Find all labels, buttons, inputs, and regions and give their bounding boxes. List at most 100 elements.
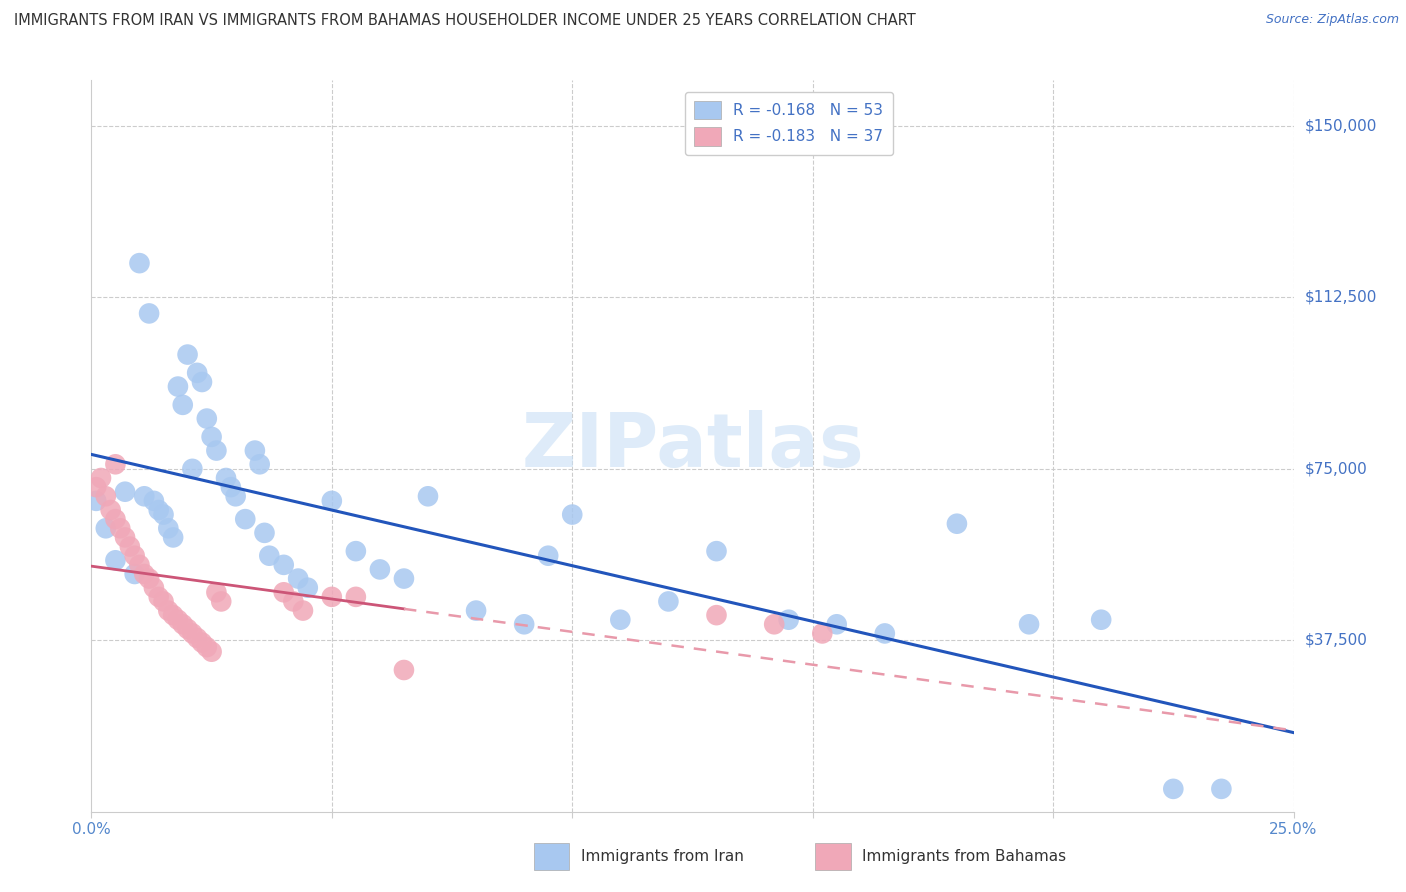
Point: [162, 530, 184, 544]
Point: [392, 572, 415, 586]
Point: [225, 489, 247, 503]
Point: [778, 613, 800, 627]
Point: [706, 544, 728, 558]
Point: [706, 608, 728, 623]
Point: [138, 572, 160, 586]
Point: [134, 489, 156, 503]
Point: [172, 398, 194, 412]
Point: [215, 471, 238, 485]
Text: $75,000: $75,000: [1305, 461, 1368, 476]
Point: [1211, 781, 1233, 796]
Point: [209, 594, 232, 608]
Point: [321, 590, 343, 604]
Point: [561, 508, 583, 522]
Point: [1161, 781, 1184, 796]
Point: [811, 626, 834, 640]
Legend: R = -0.168   N = 53, R = -0.183   N = 37: R = -0.168 N = 53, R = -0.183 N = 37: [685, 92, 893, 155]
Point: [94, 521, 117, 535]
Point: [157, 603, 180, 617]
Point: [110, 521, 132, 535]
Point: [368, 562, 391, 576]
Point: [104, 457, 127, 471]
Point: [152, 508, 174, 522]
Point: [142, 493, 165, 508]
Point: [297, 581, 319, 595]
Point: [205, 585, 228, 599]
Point: [157, 521, 180, 535]
Point: [763, 617, 786, 632]
Point: [186, 631, 208, 645]
Point: [114, 484, 136, 499]
Point: [219, 480, 242, 494]
Point: [465, 603, 488, 617]
Point: [191, 635, 214, 649]
Text: ZIPatlas: ZIPatlas: [522, 409, 863, 483]
Point: [243, 443, 266, 458]
Point: [167, 379, 190, 393]
Point: [148, 503, 170, 517]
Text: $112,500: $112,500: [1305, 290, 1376, 305]
Point: [90, 471, 112, 485]
Point: [273, 558, 295, 572]
Point: [114, 530, 136, 544]
Point: [1090, 613, 1112, 627]
Point: [249, 457, 271, 471]
Text: $150,000: $150,000: [1305, 119, 1376, 134]
Point: [657, 594, 679, 608]
Point: [148, 590, 170, 604]
Point: [195, 640, 218, 655]
Point: [273, 585, 295, 599]
Point: [172, 617, 194, 632]
Point: [201, 430, 224, 444]
Text: Immigrants from Iran: Immigrants from Iran: [581, 849, 744, 863]
Point: [609, 613, 631, 627]
Point: [205, 443, 228, 458]
Point: [253, 525, 276, 540]
Point: [344, 544, 367, 558]
Point: [84, 493, 107, 508]
Point: [186, 366, 208, 380]
Point: [104, 512, 127, 526]
Point: [537, 549, 560, 563]
Text: IMMIGRANTS FROM IRAN VS IMMIGRANTS FROM BAHAMAS HOUSEHOLDER INCOME UNDER 25 YEAR: IMMIGRANTS FROM IRAN VS IMMIGRANTS FROM …: [14, 13, 915, 29]
Point: [128, 558, 150, 572]
Point: [104, 553, 127, 567]
Point: [138, 306, 160, 320]
Point: [167, 613, 190, 627]
Point: [392, 663, 415, 677]
Point: [176, 622, 198, 636]
Point: [283, 594, 305, 608]
Point: [134, 567, 156, 582]
Point: [259, 549, 281, 563]
Point: [825, 617, 848, 632]
Point: [191, 375, 214, 389]
Text: Immigrants from Bahamas: Immigrants from Bahamas: [862, 849, 1066, 863]
Point: [344, 590, 367, 604]
Point: [128, 256, 150, 270]
Point: [142, 581, 165, 595]
Text: $37,500: $37,500: [1305, 632, 1368, 648]
Point: [321, 493, 343, 508]
Point: [100, 503, 122, 517]
Point: [152, 594, 174, 608]
Point: [291, 603, 314, 617]
Point: [1018, 617, 1040, 632]
Point: [287, 572, 309, 586]
Point: [195, 411, 218, 425]
Point: [124, 549, 146, 563]
Point: [946, 516, 969, 531]
Point: [233, 512, 256, 526]
Point: [201, 645, 224, 659]
Point: [513, 617, 536, 632]
Point: [873, 626, 896, 640]
Text: Source: ZipAtlas.com: Source: ZipAtlas.com: [1265, 13, 1399, 27]
Point: [176, 348, 198, 362]
Point: [181, 462, 204, 476]
Point: [84, 480, 107, 494]
Point: [416, 489, 439, 503]
Point: [162, 608, 184, 623]
Point: [118, 540, 141, 554]
Point: [124, 567, 146, 582]
Point: [181, 626, 204, 640]
Point: [94, 489, 117, 503]
